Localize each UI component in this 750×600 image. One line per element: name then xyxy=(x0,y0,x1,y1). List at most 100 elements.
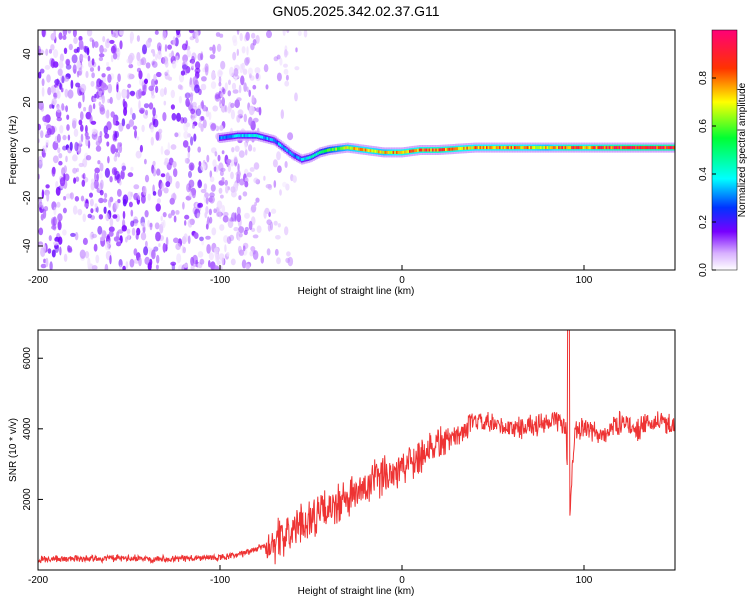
heatmap-cell xyxy=(155,54,158,61)
heatmap-cell xyxy=(245,263,251,270)
heatmap-cell xyxy=(152,61,158,68)
heatmap-cell xyxy=(136,227,141,236)
heatmap-cell xyxy=(101,73,106,78)
heatmap-cell xyxy=(162,30,167,41)
heatmap-cell xyxy=(207,216,210,225)
heatmap-cell xyxy=(239,32,243,42)
heatmap-cell xyxy=(240,134,243,138)
heatmap-cell xyxy=(89,37,94,42)
heatmap-cell xyxy=(504,146,507,150)
heatmap-cell xyxy=(128,73,135,80)
heatmap-cell xyxy=(217,154,221,162)
heatmap-cell xyxy=(417,148,420,152)
heatmap-cell xyxy=(82,172,86,180)
heatmap-cell xyxy=(225,185,229,194)
heatmap-cell xyxy=(252,234,259,239)
heatmap-cell xyxy=(569,146,572,150)
heatmap-cell xyxy=(220,92,224,98)
heatmap-cell xyxy=(86,30,93,37)
heatmap-cell xyxy=(241,46,246,54)
heatmap-cell xyxy=(266,248,271,256)
heatmap-cell xyxy=(184,214,190,220)
heatmap-cell xyxy=(218,209,222,219)
heatmap-cell xyxy=(164,44,168,52)
heatmap-cell xyxy=(98,197,104,204)
heatmap-cell xyxy=(98,172,103,179)
heatmap-cell xyxy=(626,146,630,150)
heatmap-cell xyxy=(320,150,323,154)
heatmap-cell xyxy=(244,181,249,188)
heatmap-cell xyxy=(571,146,574,150)
heatmap-cell xyxy=(253,134,256,138)
heatmap-cell xyxy=(42,243,46,254)
heatmap-cell xyxy=(148,102,154,110)
heatmap-cell xyxy=(38,199,42,208)
heatmap-cell xyxy=(78,67,83,76)
heatmap-cell xyxy=(548,146,551,150)
heatmap-cell xyxy=(62,145,67,151)
heatmap-cell xyxy=(303,30,308,38)
spectrogram-y-label: Frequency (Hz) xyxy=(8,116,19,185)
heatmap-cell xyxy=(266,219,272,225)
heatmap-cell xyxy=(196,212,201,219)
heatmap-cell xyxy=(193,232,199,240)
heatmap-cell xyxy=(286,30,290,34)
heatmap-cell xyxy=(635,146,638,150)
heatmap-cell xyxy=(363,148,366,152)
heatmap-cell xyxy=(386,150,389,154)
heatmap-cell xyxy=(289,151,292,155)
heatmap-cell xyxy=(266,30,272,39)
spectrogram-x-axis: -200 -100 0 100 xyxy=(28,265,593,286)
heatmap-cell xyxy=(147,219,150,228)
heatmap-cell xyxy=(186,49,191,58)
heatmap-cell xyxy=(209,176,215,183)
heatmap-cell xyxy=(256,134,260,138)
heatmap-cell xyxy=(472,146,476,150)
heatmap-cell xyxy=(125,261,129,270)
heatmap-cell xyxy=(232,35,237,43)
heatmap-cell xyxy=(107,73,112,83)
heatmap-cell xyxy=(230,171,234,180)
heatmap-cell xyxy=(49,261,53,270)
heatmap-cell xyxy=(244,142,247,150)
heatmap-cell xyxy=(104,192,108,199)
heatmap-cell xyxy=(295,47,298,53)
heatmap-cell xyxy=(261,135,264,139)
heatmap-cell xyxy=(271,208,277,214)
heatmap-cell xyxy=(158,243,161,248)
heatmap-cell xyxy=(185,92,191,99)
heatmap-cell xyxy=(121,225,128,232)
heatmap-cell xyxy=(72,64,77,74)
heatmap-cell xyxy=(170,104,175,110)
heatmap-cell xyxy=(546,146,549,150)
heatmap-cell xyxy=(54,79,60,85)
heatmap-cell xyxy=(90,181,95,191)
heatmap-cell xyxy=(387,150,391,154)
heatmap-cell xyxy=(252,250,259,260)
heatmap-cell xyxy=(249,75,255,81)
heatmap-cell xyxy=(153,73,157,81)
heatmap-cell xyxy=(155,203,161,212)
heatmap-cell xyxy=(152,191,157,196)
heatmap-cell xyxy=(615,146,618,150)
heatmap-cell xyxy=(210,123,217,132)
heatmap-cell xyxy=(41,148,45,158)
heatmap-cell xyxy=(499,146,502,150)
heatmap-cell xyxy=(667,146,671,150)
heatmap-cell xyxy=(65,155,68,163)
heatmap-cell xyxy=(80,111,84,121)
heatmap-cell xyxy=(200,162,206,172)
heatmap-cell xyxy=(197,179,203,189)
heatmap-cell xyxy=(258,134,261,138)
heatmap-cell xyxy=(112,43,117,54)
heatmap-cell xyxy=(72,120,77,129)
heatmap-cell xyxy=(244,226,249,232)
heatmap-cell xyxy=(50,58,56,69)
heatmap-cell xyxy=(631,146,635,150)
heatmap-cell xyxy=(533,146,536,150)
heatmap-cell xyxy=(244,149,248,156)
heatmap-cell xyxy=(115,148,119,153)
heatmap-cell xyxy=(620,146,623,150)
heatmap-cell xyxy=(248,134,251,138)
heatmap-cell xyxy=(76,60,81,70)
